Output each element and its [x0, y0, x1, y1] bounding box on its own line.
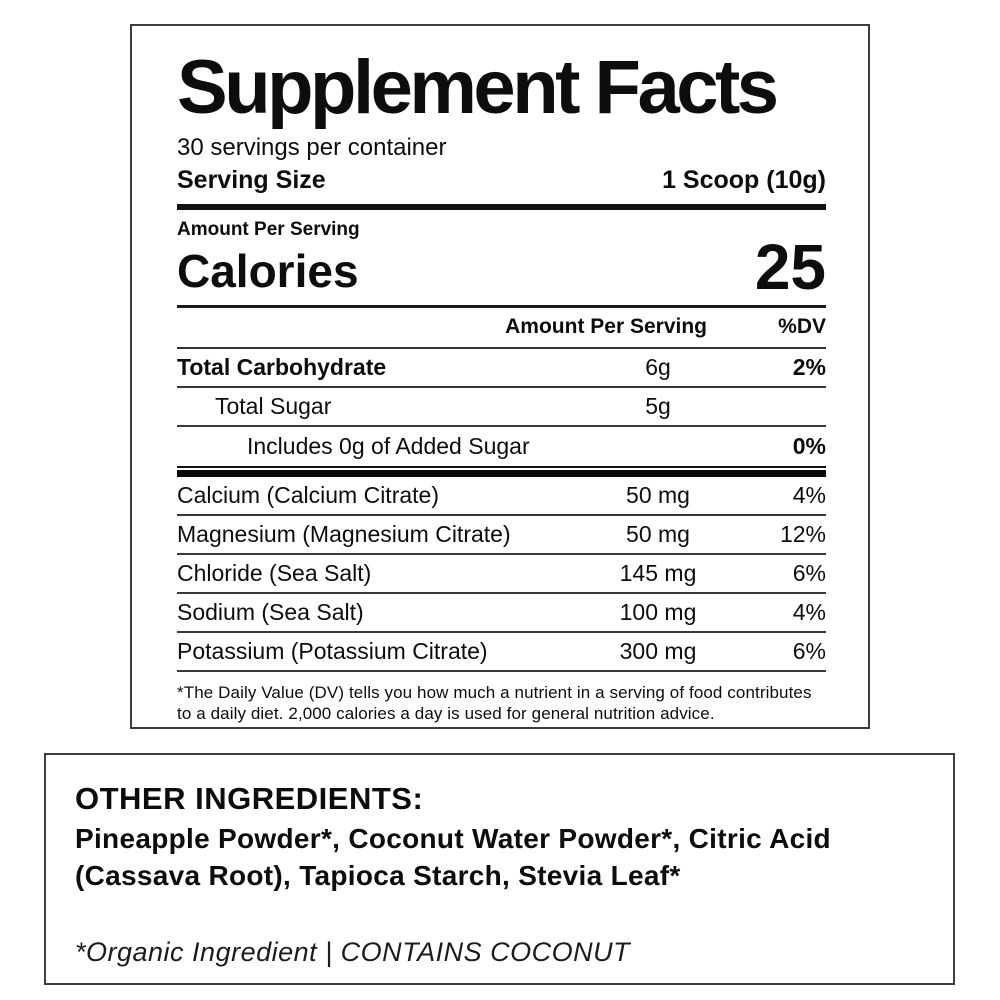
nutrient-name: Total Carbohydrate [177, 353, 387, 380]
other-ingredients-panel: OTHER INGREDIENTS: Pineapple Powder*, Co… [44, 753, 955, 985]
column-header-amount: Amount Per Serving [505, 315, 707, 339]
nutrient-name: Chloride (Sea Salt) [177, 559, 372, 586]
medium-divider [177, 304, 826, 308]
nutrient-amount: 50 mg [626, 520, 690, 547]
nutrient-amount: 300 mg [619, 637, 697, 664]
serving-size-value: 1 Scoop (10g) [662, 166, 826, 195]
daily-value-footnote: *The Daily Value (DV) tells you how much… [177, 682, 812, 724]
nutrient-name: Calcium (Calcium Citrate) [177, 481, 439, 508]
panel-title: Supplement Facts [177, 45, 779, 130]
nutrient-dv: 4% [792, 598, 826, 625]
calories-row: Calories 25 [177, 231, 826, 304]
nutrient-name: Total Sugar [215, 392, 332, 419]
double-divider [177, 465, 826, 477]
nutrient-dv: 12% [779, 520, 826, 547]
table-row: Potassium (Potassium Citrate) 300 mg 6% [177, 633, 826, 672]
other-ingredients-list: Pineapple Powder*, Coconut Water Powder*… [75, 823, 831, 891]
table-row: Total Carbohydrate 6g 2% [177, 349, 826, 388]
nutrient-amount: 50 mg [626, 481, 690, 508]
nutrient-name: Potassium (Potassium Citrate) [177, 637, 488, 664]
organic-allergen-note: *Organic Ingredient | CONTAINS COCONUT [75, 936, 631, 967]
calories-label: Calories [177, 244, 359, 297]
serving-size-row: Serving Size 1 Scoop (10g) [177, 166, 826, 195]
nutrient-name: Sodium (Sea Salt) [177, 598, 364, 625]
nutrient-name: Magnesium (Magnesium Citrate) [177, 520, 511, 547]
supplement-facts-panel: Supplement Facts 30 servings per contain… [130, 24, 870, 729]
nutrient-amount: 145 mg [619, 559, 697, 586]
nutrient-dv: 4% [792, 481, 826, 508]
nutrient-amount: 6g [645, 353, 671, 380]
nutrient-name: Includes 0g of Added Sugar [247, 432, 530, 459]
column-header-dv: %DV [778, 315, 826, 339]
nutrient-dv: 6% [792, 637, 826, 664]
nutrient-dv: 6% [792, 559, 826, 586]
nutrient-dv: 2% [792, 353, 826, 380]
other-ingredients-heading: OTHER INGREDIENTS: [75, 781, 424, 816]
nutrient-amount: 5g [645, 392, 671, 419]
table-row: Chloride (Sea Salt) 145 mg 6% [177, 555, 826, 594]
table-row: Sodium (Sea Salt) 100 mg 4% [177, 594, 826, 633]
nutrient-amount: 100 mg [619, 598, 697, 625]
table-row: Calcium (Calcium Citrate) 50 mg 4% [177, 477, 826, 516]
table-row: Total Sugar 5g [177, 388, 826, 427]
table-row: Magnesium (Magnesium Citrate) 50 mg 12% [177, 516, 826, 555]
thick-divider [177, 204, 826, 211]
servings-per-container: 30 servings per container [177, 134, 447, 162]
calories-value: 25 [754, 231, 826, 304]
table-header-row: Amount Per Serving %DV [177, 308, 826, 349]
nutrient-dv: 0% [792, 432, 826, 459]
table-row: Includes 0g of Added Sugar 0% [177, 427, 826, 466]
amount-per-serving-label: Amount Per Serving [177, 219, 360, 241]
serving-size-label: Serving Size [177, 166, 326, 195]
